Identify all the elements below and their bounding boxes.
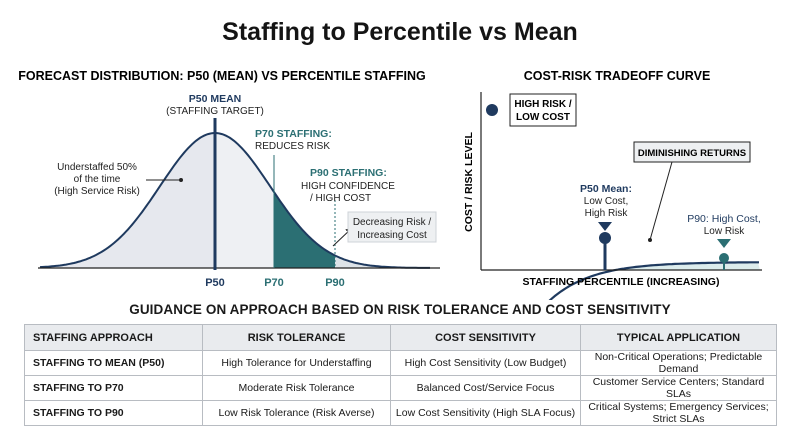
guidance-table: STAFFING APPROACH RISK TOLERANCE COST SE… — [24, 324, 777, 426]
tick-p50: P50 — [205, 277, 225, 289]
table-row: STAFFING TO MEAN (P50) High Tolerance fo… — [24, 350, 777, 376]
p70-staffing-label: P70 STAFFING: — [255, 128, 332, 140]
right-chart-heading: COST-RISK TRADEOFF CURVE — [524, 69, 711, 83]
bell-area-p50-p70 — [215, 133, 274, 268]
p50-point — [599, 232, 611, 244]
page-title: Staffing to Percentile vs Mean — [222, 18, 578, 46]
decreasing-label-1: Decreasing Risk / — [353, 217, 432, 228]
diminishing-dot — [648, 238, 652, 242]
p90-point-label-1: P90: High Cost, — [687, 213, 761, 225]
p50-mean-point-label-3: High Risk — [585, 208, 629, 219]
understaffed-label-1: Understaffed 50% — [57, 162, 137, 173]
high-risk-point — [486, 104, 498, 116]
left-chart-heading: FORECAST DISTRIBUTION: P50 (MEAN) VS PER… — [18, 69, 425, 83]
table-row: STAFFING TO P70 Moderate Risk Tolerance … — [24, 375, 777, 401]
right-y-label: COST / RISK LEVEL — [463, 132, 475, 232]
p90-point — [719, 253, 729, 263]
header-typical-application: TYPICAL APPLICATION — [580, 324, 777, 351]
bell-curve — [39, 132, 430, 269]
cell-application-line-2: Strict SLAs — [652, 413, 705, 425]
cell-risk: Moderate Risk Tolerance — [202, 375, 391, 401]
p90-staffing-label: P90 STAFFING: — [310, 167, 387, 179]
tick-p70: P70 — [264, 277, 284, 289]
cell-approach: STAFFING TO MEAN (P50) — [24, 350, 203, 376]
cell-application-line-1: Critical Systems; Emergency Services; — [588, 401, 769, 413]
p70-reduces-label: REDUCES RISK — [255, 141, 330, 152]
p90-cost-label: / HIGH COST — [310, 193, 371, 204]
p50-mean-label: P50 MEAN — [189, 93, 242, 105]
p50-target-label: (STAFFING TARGET) — [166, 106, 264, 117]
header-staffing-approach: STAFFING APPROACH — [24, 324, 203, 351]
charts-canvas: FORECAST DISTRIBUTION: P50 (MEAN) VS PER… — [18, 69, 762, 300]
understaffed-label-3: (High Service Risk) — [54, 186, 140, 197]
high-risk-label-2: LOW COST — [516, 112, 570, 123]
cell-risk: Low Risk Tolerance (Risk Averse) — [202, 400, 391, 426]
diminishing-pointer — [649, 161, 673, 241]
p50-mean-point-label-1: P50 Mean: — [580, 183, 632, 195]
table-row: STAFFING TO P90 Low Risk Tolerance (Risk… — [24, 400, 777, 426]
right-x-label: STAFFING PERCENTILE (INCREASING) — [523, 276, 720, 288]
p50-marker-triangle — [598, 222, 612, 231]
bell-area-p70-p90 — [274, 192, 335, 268]
understaffed-label-2: of the time — [74, 174, 121, 185]
cell-application: Critical Systems; Emergency Services; St… — [580, 400, 777, 426]
cell-cost: Low Cost Sensitivity (High SLA Focus) — [390, 400, 581, 426]
bell-area-above-p90 — [335, 255, 430, 268]
p90-point-label-2: Low Risk — [704, 226, 746, 237]
high-risk-label-1: HIGH RISK / — [514, 99, 571, 110]
cell-cost: Balanced Cost/Service Focus — [390, 375, 581, 401]
cell-risk: High Tolerance for Understaffing — [202, 350, 391, 376]
p90-marker-triangle — [717, 239, 731, 248]
cell-approach: STAFFING TO P90 — [24, 400, 203, 426]
cell-cost: High Cost Sensitivity (Low Budget) — [390, 350, 581, 376]
tick-p90: P90 — [325, 277, 345, 289]
cell-approach: STAFFING TO P70 — [24, 375, 203, 401]
diminishing-label: DIMINISHING RETURNS — [638, 148, 746, 159]
table-header-row: STAFFING APPROACH RISK TOLERANCE COST SE… — [24, 324, 777, 351]
guidance-heading: GUIDANCE ON APPROACH BASED ON RISK TOLER… — [129, 302, 671, 317]
cost-risk-curve — [548, 261, 759, 300]
p50-mean-point-label-2: Low Cost, — [584, 196, 628, 207]
understaffed-dot — [179, 178, 183, 182]
bell-area-below-p50 — [40, 133, 215, 268]
header-cost-sensitivity: COST SENSITIVITY — [390, 324, 581, 351]
header-risk-tolerance: RISK TOLERANCE — [202, 324, 391, 351]
decreasing-label-2: Increasing Cost — [357, 230, 427, 241]
high-risk-box — [509, 93, 577, 127]
diminishing-box — [633, 141, 751, 163]
cell-application: Customer Service Centers; Standard SLAs — [580, 375, 777, 401]
cell-application: Non-Critical Operations; Predictable Dem… — [580, 350, 777, 376]
p90-confidence-label: HIGH CONFIDENCE — [301, 181, 395, 192]
decreasing-box — [347, 211, 437, 243]
